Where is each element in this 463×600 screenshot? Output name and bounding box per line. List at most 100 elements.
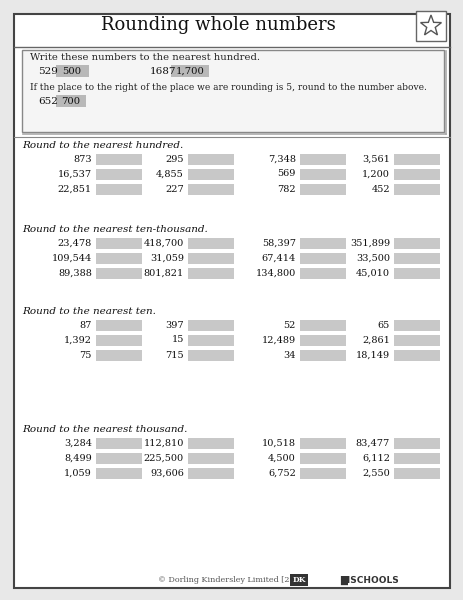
Bar: [188, 467, 233, 479]
Text: 1687: 1687: [150, 67, 176, 76]
Text: 418,700: 418,700: [144, 238, 184, 247]
Text: 58,397: 58,397: [262, 238, 295, 247]
Bar: [96, 238, 142, 248]
Bar: [393, 319, 439, 331]
Bar: [393, 238, 439, 248]
Bar: [415, 11, 445, 41]
Bar: [188, 452, 233, 463]
Bar: [300, 467, 345, 479]
Text: Write these numbers to the nearest hundred.: Write these numbers to the nearest hundr…: [30, 53, 259, 62]
Text: 801,821: 801,821: [144, 269, 184, 277]
Bar: [96, 184, 142, 194]
Text: 873: 873: [73, 154, 92, 163]
Bar: [188, 238, 233, 248]
Text: 4,500: 4,500: [268, 454, 295, 463]
Bar: [171, 65, 208, 77]
Text: 351,899: 351,899: [349, 238, 389, 247]
Text: 569: 569: [277, 169, 295, 179]
Bar: [96, 335, 142, 346]
Bar: [300, 238, 345, 248]
Bar: [300, 268, 345, 278]
Bar: [393, 169, 439, 179]
Text: If the place to the right of the place we are rounding is 5, round to the number: If the place to the right of the place w…: [30, 82, 426, 91]
Bar: [393, 154, 439, 164]
Text: Round to the nearest thousand.: Round to the nearest thousand.: [22, 425, 187, 434]
Bar: [96, 437, 142, 449]
Text: Rounding whole numbers: Rounding whole numbers: [100, 16, 335, 34]
Text: 87: 87: [80, 320, 92, 329]
Text: 227: 227: [165, 185, 184, 193]
Text: 2,861: 2,861: [361, 335, 389, 344]
Text: 2,550: 2,550: [362, 469, 389, 478]
Bar: [188, 184, 233, 194]
Text: 452: 452: [370, 185, 389, 193]
Bar: [188, 437, 233, 449]
Bar: [96, 349, 142, 361]
Text: 6,112: 6,112: [361, 454, 389, 463]
Bar: [300, 335, 345, 346]
Text: 295: 295: [165, 154, 184, 163]
Text: 16,537: 16,537: [58, 169, 92, 179]
Bar: [96, 154, 142, 164]
Bar: [393, 452, 439, 463]
Text: 1,059: 1,059: [64, 469, 92, 478]
Text: 45,010: 45,010: [355, 269, 389, 277]
Bar: [188, 169, 233, 179]
Text: 10,518: 10,518: [262, 439, 295, 448]
Bar: [300, 169, 345, 179]
Text: 397: 397: [165, 320, 184, 329]
Text: 715: 715: [165, 350, 184, 359]
Text: 65: 65: [377, 320, 389, 329]
Bar: [188, 253, 233, 263]
Bar: [96, 319, 142, 331]
Text: 1,200: 1,200: [361, 169, 389, 179]
Text: 500: 500: [63, 67, 81, 76]
Text: 700: 700: [61, 97, 81, 106]
Text: █ISCHOOLS: █ISCHOOLS: [339, 575, 398, 584]
Text: 93,606: 93,606: [150, 469, 184, 478]
Bar: [96, 253, 142, 263]
Text: 52: 52: [283, 320, 295, 329]
Bar: [300, 452, 345, 463]
Text: 67,414: 67,414: [261, 253, 295, 263]
Bar: [289, 574, 307, 586]
Text: DK: DK: [292, 576, 305, 584]
Bar: [56, 95, 86, 107]
Bar: [393, 437, 439, 449]
Text: 8,499: 8,499: [64, 454, 92, 463]
Text: 83,477: 83,477: [355, 439, 389, 448]
Bar: [188, 268, 233, 278]
Bar: [96, 452, 142, 463]
Text: Round to the nearest ten-thousand.: Round to the nearest ten-thousand.: [22, 226, 207, 235]
Bar: [96, 169, 142, 179]
Text: 112,810: 112,810: [144, 439, 184, 448]
Bar: [393, 184, 439, 194]
Bar: [188, 335, 233, 346]
Bar: [300, 437, 345, 449]
Text: 31,059: 31,059: [150, 253, 184, 263]
Text: 782: 782: [277, 185, 295, 193]
Text: 89,388: 89,388: [58, 269, 92, 277]
Bar: [188, 154, 233, 164]
Text: 529: 529: [38, 67, 58, 76]
Text: 225,500: 225,500: [144, 454, 184, 463]
Text: 22,851: 22,851: [58, 185, 92, 193]
Text: 109,544: 109,544: [52, 253, 92, 263]
Text: 18,149: 18,149: [355, 350, 389, 359]
Bar: [393, 467, 439, 479]
Bar: [96, 467, 142, 479]
Bar: [188, 319, 233, 331]
Text: 134,800: 134,800: [255, 269, 295, 277]
Bar: [300, 319, 345, 331]
Text: 1,392: 1,392: [64, 335, 92, 344]
Text: © Dorling Kindersley Limited [2010]: © Dorling Kindersley Limited [2010]: [158, 576, 307, 584]
Bar: [300, 253, 345, 263]
Text: Round to the nearest hundred.: Round to the nearest hundred.: [22, 142, 183, 151]
Text: Round to the nearest ten.: Round to the nearest ten.: [22, 307, 156, 317]
Bar: [393, 349, 439, 361]
Bar: [188, 349, 233, 361]
Bar: [300, 154, 345, 164]
Text: 23,478: 23,478: [57, 238, 92, 247]
Text: 3,561: 3,561: [361, 154, 389, 163]
Bar: [393, 268, 439, 278]
